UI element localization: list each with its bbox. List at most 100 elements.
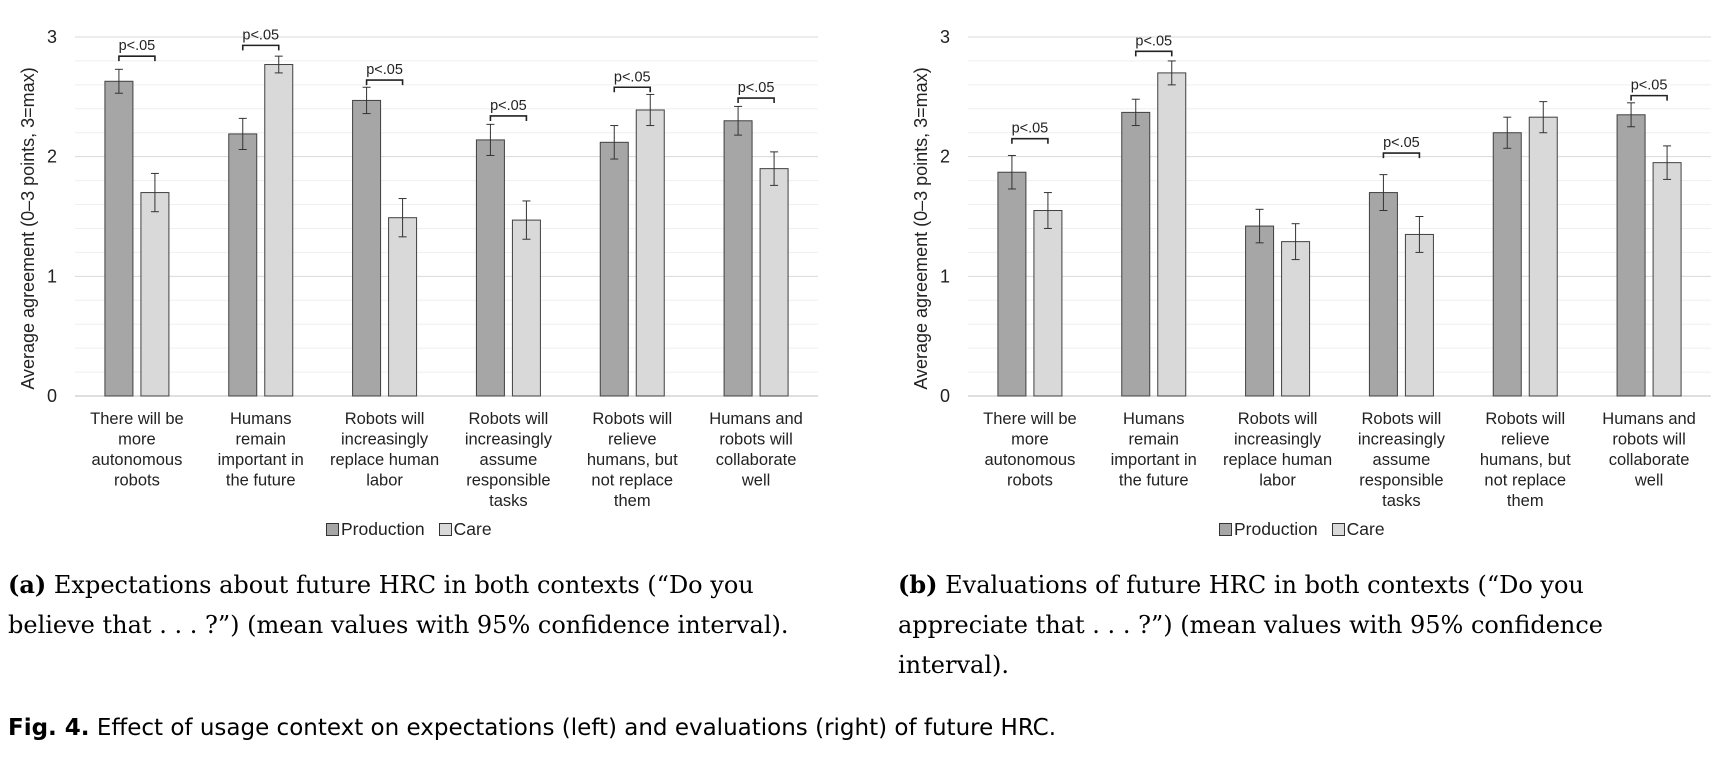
significance-label: p<.05 (614, 69, 651, 85)
x-tick-label-line: important in (218, 451, 304, 469)
bar-care (635, 109, 665, 397)
x-tick-label-line: increasingly (465, 431, 553, 449)
y-axis-label: Average agreement (0–3 points, 3=max) (911, 67, 931, 389)
x-tick-label-line: Robots will (1362, 410, 1442, 428)
x-tick-label-line: There will be (983, 410, 1077, 428)
bar-care (1404, 233, 1434, 397)
x-tick-label-line: Robots will (469, 410, 549, 428)
legend-item-production: Production (1219, 519, 1318, 540)
significance-bracket (365, 79, 404, 86)
x-tick-label: Robots will increasingly assume responsible… (1358, 410, 1446, 510)
bar-care (759, 168, 789, 397)
x-tick-label: Humans and robots will collaborate well (1602, 410, 1696, 490)
chart-panel-b: 0 1 2 3 Average agreement (0–3 points, 3=max… (893, 0, 1716, 679)
legend-swatch-care (438, 523, 452, 536)
significance-label: p<.05 (1383, 135, 1420, 151)
x-tick-label-line: robots will (1612, 431, 1685, 449)
x-tick-label-line: relieve (1501, 431, 1550, 449)
x-tick-label-line: not replace (591, 472, 673, 490)
bar-production (228, 133, 258, 397)
significance-bracket (241, 44, 280, 51)
x-tick-label-line: relieve (608, 431, 657, 449)
legend-swatch-production (326, 523, 339, 536)
legend-label-care: Care (453, 519, 492, 539)
caption-b-text: Evaluations of future HRC in both contex… (898, 571, 1604, 679)
bar-care (511, 219, 541, 397)
bar-care (388, 217, 418, 397)
significance-label: p<.05 (119, 38, 156, 54)
bar-care (1528, 116, 1558, 397)
x-tick-label: There will be more autonomous robots (90, 410, 184, 490)
legend-a: Production Care (326, 519, 502, 540)
figure-caption-text: Effect of usage context on expectations … (96, 715, 1057, 741)
chart-b: 0 1 2 3 Average agreement (0–3 points, 3=max… (911, 27, 1711, 510)
x-tick-label-line: There will be (90, 410, 184, 428)
x-tick-label-line: robots will (719, 431, 792, 449)
chart-a: 0 1 2 3 Average agreement (0–3 points, 3=max… (18, 27, 818, 510)
caption-a-label: (a) (8, 570, 47, 599)
bar-care (1033, 210, 1063, 397)
figure-caption: Fig. 4. Effect of usage context on expec… (8, 715, 1056, 741)
chart-panel-a: 0 1 2 3 Average agreement (0–3 points, 3=max… (0, 0, 830, 639)
x-tick-label-line: assume (480, 451, 538, 469)
x-tick-label-line: humans, but (1480, 451, 1571, 469)
x-tick-label: Humans remain important in the future (1111, 410, 1197, 490)
x-tick-label-line: them (614, 492, 651, 510)
x-tick-label-line: assume (1373, 451, 1431, 469)
x-tick-label-line: increasingly (1234, 431, 1322, 449)
legend-item-care: Care (438, 519, 492, 540)
bar-care (264, 64, 294, 397)
bar-production (599, 141, 629, 397)
x-tick-label: Robots will increasingly replace human labo… (1223, 410, 1332, 490)
bar-production (1245, 225, 1275, 397)
x-tick-label-line: tasks (489, 492, 528, 510)
bar-production (1492, 132, 1522, 397)
x-tick-label: Robots will increasingly assume responsible… (465, 410, 553, 510)
caption-a: (a) Expectations about future HRC in bot… (8, 565, 798, 645)
x-tick-label-line: well (741, 472, 770, 490)
significance-label: p<.05 (1135, 33, 1172, 49)
bar-production (475, 139, 505, 397)
x-tick-label-line: the future (226, 472, 296, 490)
x-tick-label-line: increasingly (1358, 431, 1446, 449)
bar-production (1121, 111, 1151, 397)
x-tick-label-line: responsible (1359, 472, 1443, 490)
x-tick-label-line: replace human (330, 451, 439, 469)
x-tick-label-line: increasingly (341, 431, 429, 449)
x-tick-label-line: the future (1119, 472, 1189, 490)
y-tick-label: 1 (47, 266, 57, 286)
legend-label-production: Production (1234, 519, 1318, 539)
legend-b: Production Care (1219, 519, 1395, 540)
y-tick-label: 2 (47, 147, 57, 167)
x-tick-label-line: autonomous (92, 451, 183, 469)
significance-label: p<.05 (1631, 78, 1668, 94)
significance-bracket (1134, 50, 1173, 57)
y-tick-label: 0 (47, 386, 57, 406)
significance-label: p<.05 (738, 80, 775, 96)
x-tick-label-line: Humans (1123, 410, 1184, 428)
bar-care (1652, 162, 1682, 397)
caption-a-text: Expectations about future HRC in both co… (8, 571, 789, 639)
significance-bracket (737, 97, 775, 104)
x-tick-label-line: autonomous (985, 451, 1076, 469)
x-tick-label-line: more (118, 431, 156, 449)
x-tick-label-line: important in (1111, 451, 1197, 469)
figure-caption-label: Fig. 4. (8, 715, 90, 741)
significance-bracket (118, 55, 156, 62)
significance-bracket (1630, 94, 1668, 101)
legend-label-care: Care (1346, 519, 1385, 539)
x-tick-label-line: responsible (466, 472, 550, 490)
x-tick-label-line: Robots will (592, 410, 672, 428)
x-tick-label-line: tasks (1382, 492, 1421, 510)
x-tick-label-line: Humans and (709, 410, 803, 428)
significance-bracket (1011, 137, 1049, 144)
x-tick-label-line: Humans and (1602, 410, 1696, 428)
y-tick-label: 3 (47, 27, 57, 47)
caption-b-label: (b) (898, 570, 938, 599)
x-tick-label-line: Robots will (345, 410, 425, 428)
bar-production (1616, 114, 1646, 397)
significance-label: p<.05 (366, 62, 403, 78)
x-tick-label-line: not replace (1484, 472, 1566, 490)
x-tick-label-line: labor (366, 472, 403, 490)
x-tick-label: Robots will relieve humans, but not replace… (1480, 410, 1571, 510)
